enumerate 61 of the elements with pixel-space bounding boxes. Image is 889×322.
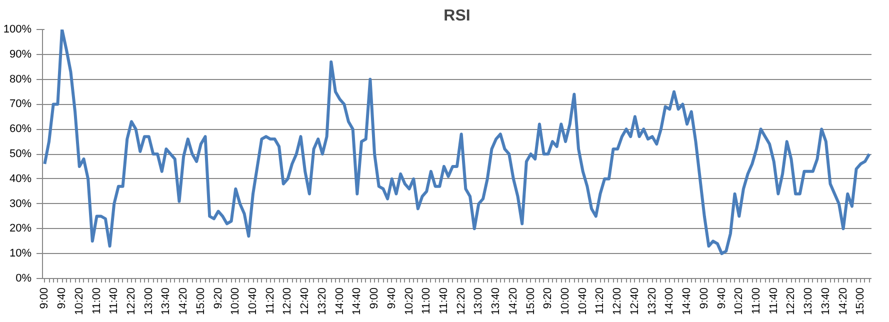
x-tick-label: 9:20 — [212, 287, 224, 309]
x-tick-label: 10:20 — [403, 287, 416, 316]
y-tick-label: 80% — [9, 73, 32, 86]
y-tick-label: 10% — [9, 248, 32, 260]
line-series — [43, 30, 871, 256]
x-tick-label: 10:20 — [73, 287, 86, 316]
x-tick-label: 14:40 — [681, 287, 694, 316]
y-tick-label: 60% — [9, 123, 32, 136]
x-tick-label: 9:00 — [698, 287, 710, 309]
x-tick-label: 11:00 — [420, 287, 433, 314]
x-tick-label: 14:20 — [507, 287, 520, 316]
x-tick-label: 13:40 — [820, 287, 832, 316]
x-tick-label: 12:20 — [785, 287, 798, 316]
y-tick-label: 40% — [9, 172, 32, 185]
x-tick-label: 15:00 — [194, 287, 207, 316]
x-tick-label: 13:40 — [160, 287, 172, 316]
y-tick-label: 20% — [9, 222, 32, 235]
x-tick-label: 11:40 — [438, 287, 450, 314]
y-tick-label: 100% — [3, 24, 32, 36]
x-tick-label: 12:40 — [628, 287, 641, 316]
x-tick-label: 12:40 — [299, 287, 312, 316]
x-tick-label: 14:00 — [334, 287, 346, 316]
x-tick-label: 9:40 — [716, 287, 728, 309]
x-tick-label: 11:00 — [750, 287, 762, 314]
x-tick-label: 14:40 — [351, 287, 364, 316]
x-tick-label: 13:20 — [646, 287, 658, 316]
x-tick-label: 10:20 — [733, 287, 746, 316]
x-tick-label: 9:00 — [368, 287, 381, 309]
x-tick-label: 14:00 — [664, 287, 676, 316]
x-tick-label: 12:00 — [612, 287, 624, 316]
y-tick-label: 30% — [9, 198, 32, 210]
y-tick-label: 70% — [9, 98, 32, 110]
x-tick-label: 9:40 — [386, 287, 398, 309]
y-tick-label: 50% — [9, 148, 32, 160]
x-tick-label: 13:00 — [802, 287, 815, 316]
x-tick-label: 9:00 — [38, 287, 51, 309]
x-tick-label: 14:20 — [178, 287, 190, 316]
x-tick-label: 12:00 — [282, 287, 294, 316]
x-tick-label: 13:00 — [472, 287, 485, 316]
x-tick-label: 10:40 — [247, 287, 260, 316]
x-tick-label: 10:00 — [560, 287, 572, 316]
x-tick-label: 11:40 — [108, 287, 120, 314]
x-tick-label: 14:20 — [837, 287, 850, 316]
y-tick-label: 90% — [9, 48, 32, 60]
x-tick-label: 11:20 — [594, 287, 606, 314]
x-tick-label: 11:20 — [264, 287, 276, 314]
x-tick-label: 15:00 — [524, 287, 537, 316]
x-tick-label: 9:20 — [542, 287, 554, 309]
x-tick-label: 15:00 — [854, 287, 867, 316]
x-tick-label: 12:20 — [455, 287, 468, 316]
x-tick-label: 11:00 — [90, 287, 103, 314]
chart-title: RSI — [444, 8, 470, 24]
x-tick-label: 9:40 — [56, 287, 68, 309]
y-tick-label: 0% — [16, 272, 32, 284]
x-tick-label: 13:40 — [490, 287, 502, 316]
x-tick-label: 12:20 — [125, 287, 138, 316]
x-tick-label: 13:00 — [142, 287, 155, 316]
x-tick-label: 10:00 — [230, 287, 242, 316]
x-tick-label: 11:40 — [768, 287, 780, 314]
x-tick-label: 13:20 — [316, 287, 328, 316]
x-tick-label: 10:40 — [576, 287, 589, 316]
